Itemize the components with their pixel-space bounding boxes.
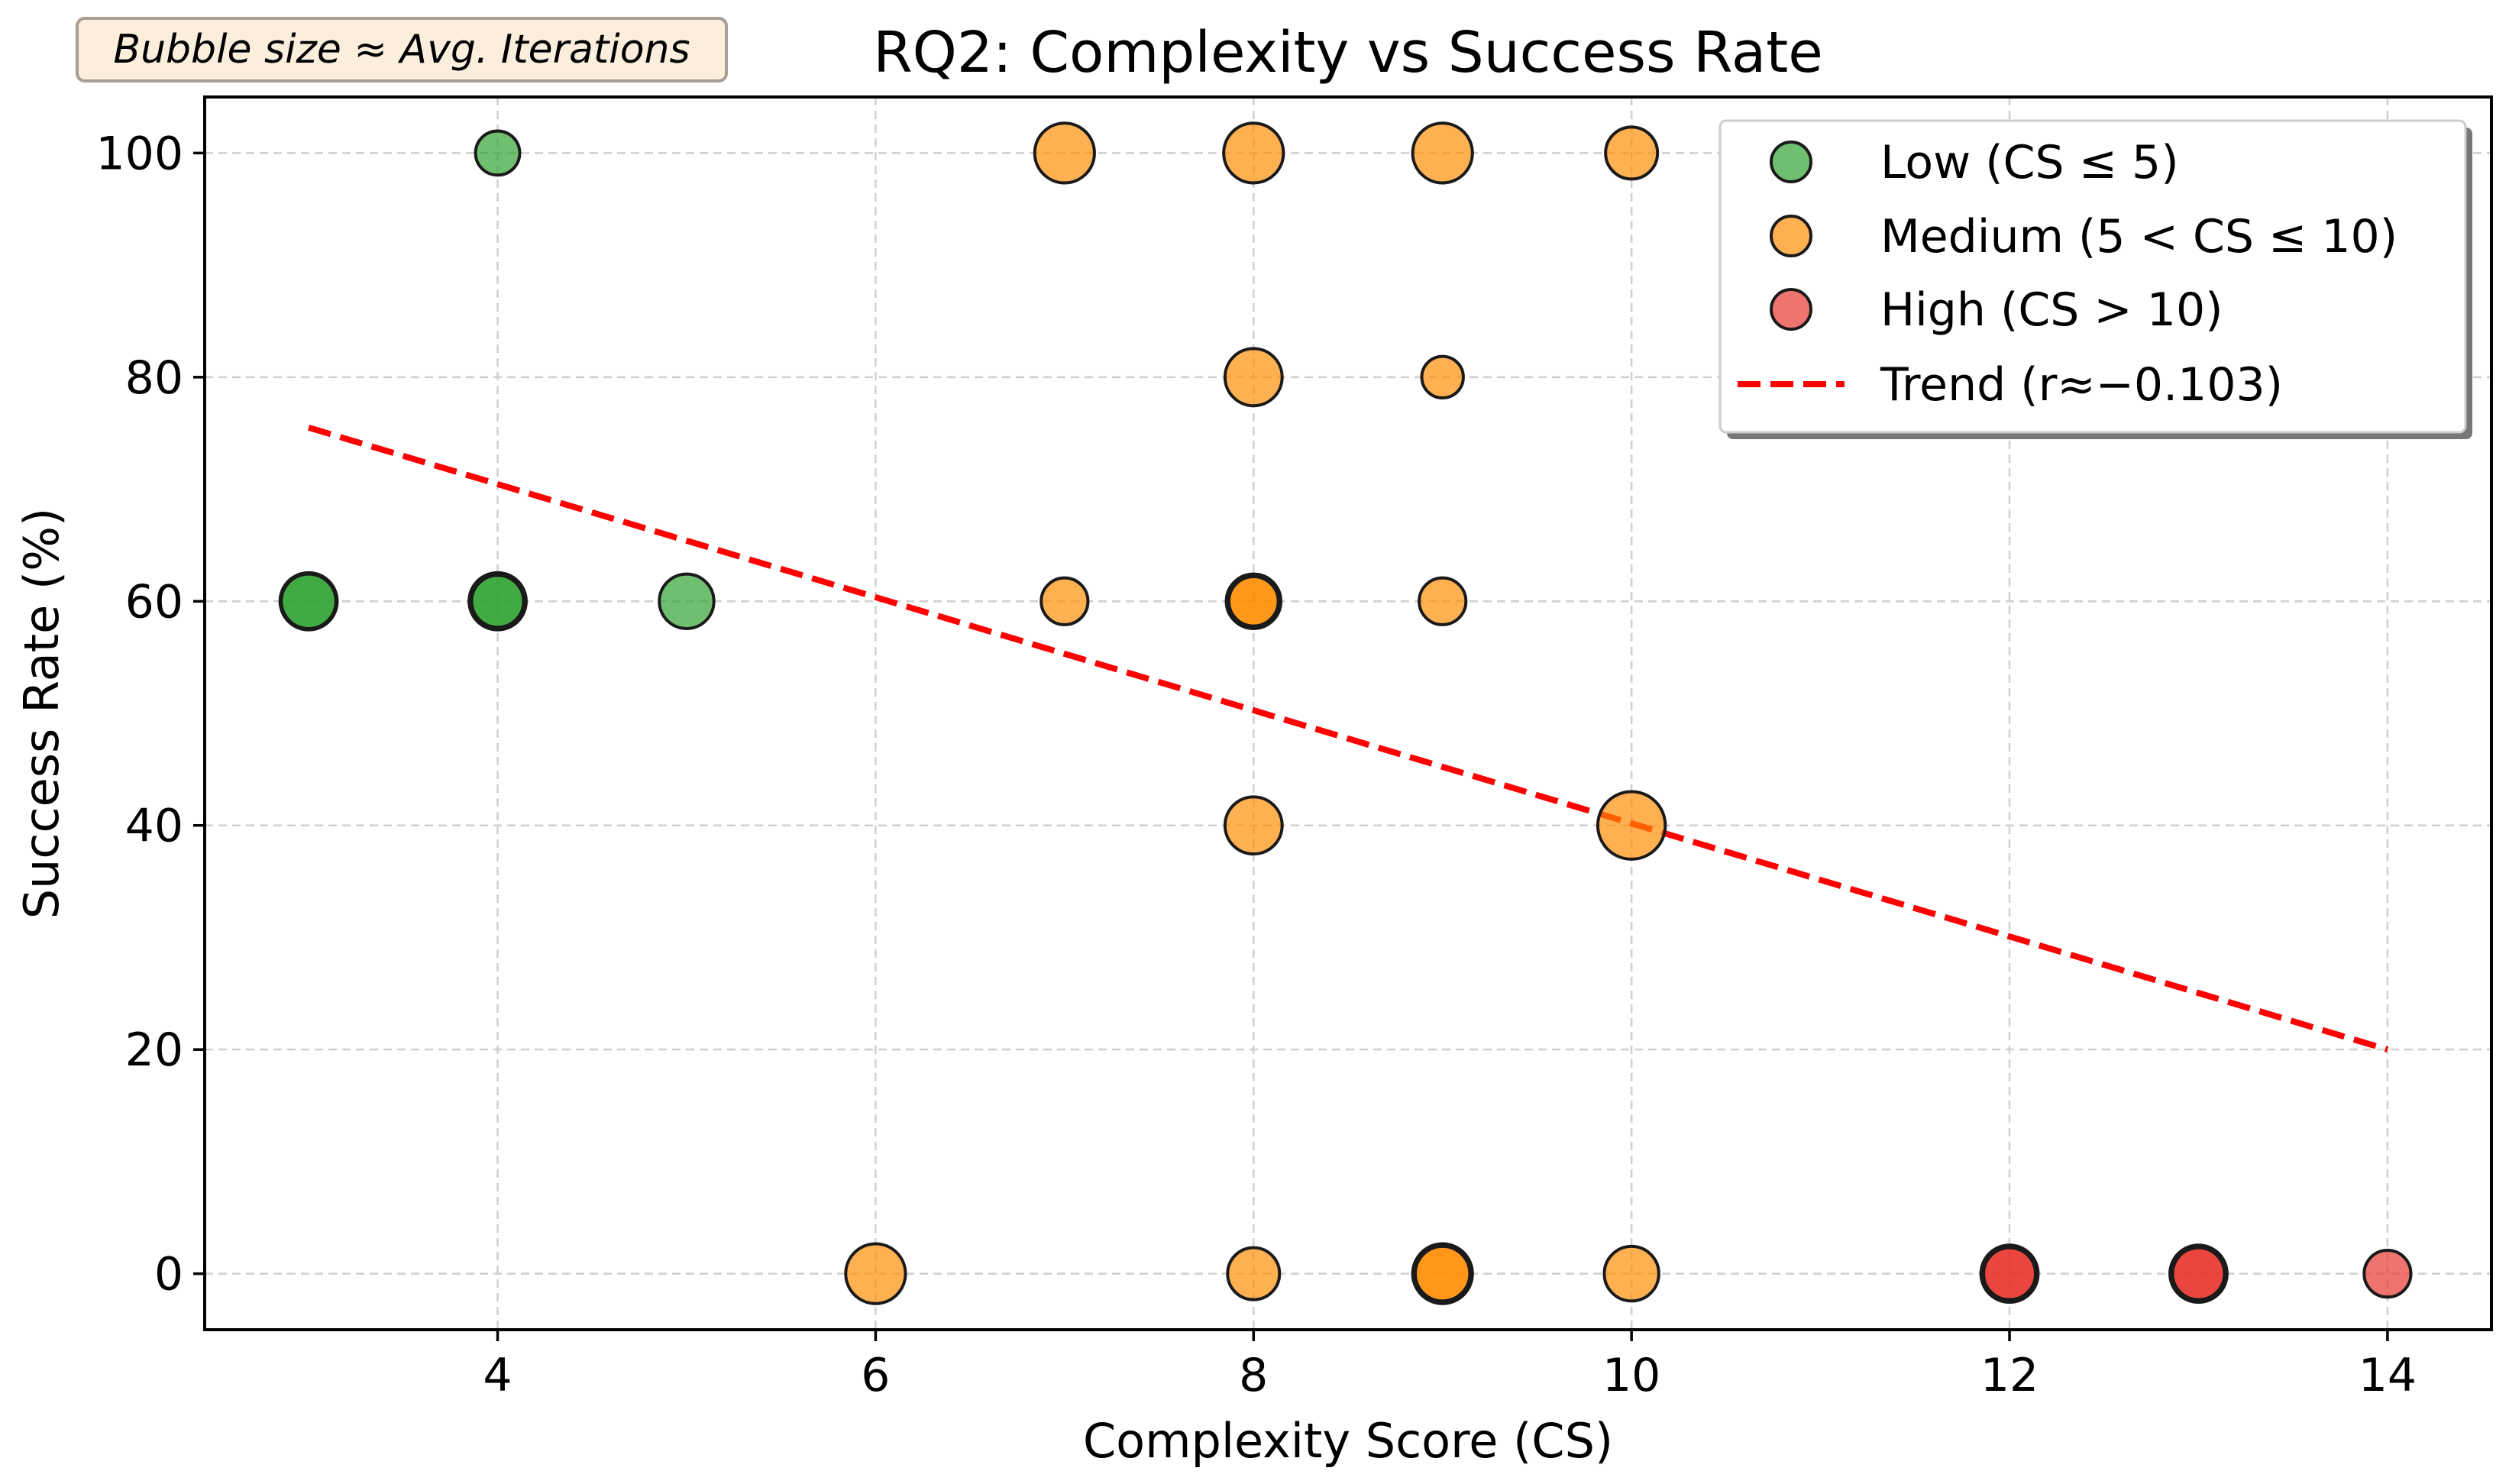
data-points xyxy=(278,121,2413,1305)
data-point xyxy=(1223,347,1284,408)
data-point xyxy=(1414,1244,1472,1303)
data-point xyxy=(2171,1246,2226,1301)
data-point xyxy=(1039,576,1090,626)
legend-marker xyxy=(1770,215,1812,257)
x-axis-label: Complexity Score (CS) xyxy=(1083,1413,1613,1469)
legend-label: Medium (5 < CS ≤ 10) xyxy=(1880,210,2397,263)
data-point xyxy=(280,572,338,630)
data-point xyxy=(658,572,716,630)
y-tick-label: 40 xyxy=(125,800,183,853)
chart-title: RQ2: Complexity vs Success Rate xyxy=(873,20,1823,86)
y-axis-label: Success Rate (%) xyxy=(14,508,70,919)
annotation-background xyxy=(76,17,728,82)
data-point xyxy=(1226,1246,1282,1301)
legend-marker xyxy=(1770,288,1812,331)
data-point xyxy=(474,129,522,177)
data-point xyxy=(1411,121,1474,185)
y-tick-label: 60 xyxy=(125,575,183,629)
x-tick-label: 6 xyxy=(861,1349,890,1402)
legend-marker xyxy=(1770,141,1812,183)
data-point xyxy=(1418,576,1468,626)
axis-ticks: 4 6 8 10 12 14 0 20 40 60 80 100 xyxy=(95,127,2417,1402)
legend-frame xyxy=(1718,119,2467,434)
x-tick-label: 14 xyxy=(2359,1349,2417,1402)
annotation-text: Bubble size ≈ Avg. Iterations xyxy=(113,27,690,73)
data-point xyxy=(1033,121,1096,185)
legend-label: Trend (r≈−0.103) xyxy=(1880,358,2283,412)
data-point xyxy=(1227,574,1280,628)
x-tick-label: 8 xyxy=(1239,1349,1268,1402)
data-point xyxy=(1223,795,1284,856)
legend: Low (CS ≤ 5) Medium (5 < CS ≤ 10) High (CS… xyxy=(1718,119,2472,439)
plot-frame xyxy=(203,95,2493,1331)
y-tick-label: 80 xyxy=(125,351,183,405)
data-point xyxy=(1420,354,1465,400)
data-point xyxy=(1222,121,1285,185)
annotation-box: Bubble size ≈ Avg. Iterations xyxy=(76,17,728,82)
data-point xyxy=(2362,1249,2413,1299)
legend-label: Low (CS ≤ 5) xyxy=(1880,136,2179,189)
data-point xyxy=(1596,790,1667,861)
x-tick-label: 12 xyxy=(1980,1349,2039,1402)
trend-layer xyxy=(307,425,2389,1053)
data-point xyxy=(1602,1244,1660,1303)
y-tick-label: 100 xyxy=(95,127,183,180)
data-point xyxy=(470,574,525,629)
legend-label: High (CS > 10) xyxy=(1880,283,2223,337)
x-tick-label: 4 xyxy=(483,1349,512,1402)
y-tick-label: 20 xyxy=(125,1023,183,1077)
data-point xyxy=(1982,1246,2038,1301)
x-tick-label: 10 xyxy=(1602,1349,1660,1402)
data-point xyxy=(844,1242,907,1305)
trend-line xyxy=(307,425,2389,1053)
data-point xyxy=(1604,125,1660,181)
y-tick-label: 0 xyxy=(154,1248,183,1301)
